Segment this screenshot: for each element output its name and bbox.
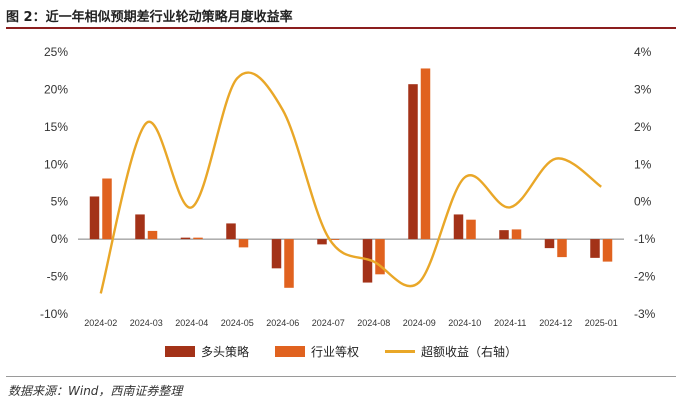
- bar-duotou: [135, 214, 145, 240]
- bar-duotou: [226, 223, 236, 240]
- bar-duotou: [590, 239, 600, 258]
- legend-item-3: 超额收益（右轴）: [385, 343, 517, 360]
- source-note: 数据来源：Wind，西南证券整理: [8, 384, 183, 398]
- y-right-tick-label: 4%: [634, 45, 652, 59]
- x-tick-label: 2024-05: [221, 318, 254, 328]
- x-tick-label: 2024-04: [175, 318, 208, 328]
- excess-return-line: [99, 71, 602, 294]
- y-right-tick-label: -1%: [634, 232, 656, 246]
- legend-swatch-1: [164, 346, 195, 357]
- y-right-tick-label: 2%: [634, 120, 652, 134]
- legend: 多头策略 行业等权 超额收益（右轴）: [0, 343, 682, 360]
- legend-swatch-3: [385, 350, 415, 353]
- x-tick-label: 2024-08: [357, 318, 390, 328]
- bar-hangye: [193, 237, 203, 240]
- y-right-tick-label: 1%: [634, 157, 652, 171]
- bar-duotou: [362, 239, 373, 283]
- bar-duotou: [89, 196, 100, 240]
- bar-duotou: [499, 230, 509, 240]
- bar-duotou: [453, 214, 464, 240]
- title-rule: [6, 27, 676, 29]
- y-left-tick-label: -10%: [40, 307, 68, 321]
- legend-item-2: 行业等权: [274, 343, 359, 360]
- chart-title: 图 2：近一年相似预期差行业轮动策略月度收益率: [6, 10, 293, 25]
- y-left-tick-label: 10%: [44, 157, 68, 171]
- x-tick-label: 2024-03: [130, 318, 163, 328]
- bar-hangye: [602, 239, 613, 262]
- y-left-tick-label: 15%: [44, 120, 68, 134]
- y-left-tick-label: 0%: [51, 232, 69, 246]
- y-right-tick-label: 3%: [634, 82, 652, 96]
- x-tick-label: 2024-12: [539, 318, 572, 328]
- bar-hangye: [329, 239, 340, 240]
- x-tick-label: 2024-07: [312, 318, 345, 328]
- bar-hangye: [102, 178, 112, 240]
- bar-duotou: [180, 237, 191, 240]
- x-tick-label: 2024-11: [494, 318, 526, 328]
- x-tick-label: 2024-09: [403, 318, 436, 328]
- y-right-tick-label: -3%: [634, 307, 656, 321]
- bar-duotou: [317, 239, 327, 245]
- bar-hangye: [511, 229, 522, 240]
- footer-rule: [6, 376, 676, 377]
- legend-item-1: 多头策略: [164, 343, 249, 360]
- bar-hangye: [466, 219, 476, 240]
- bar-hangye: [420, 68, 431, 240]
- x-tick-label: 2024-10: [448, 318, 481, 328]
- bar-hangye: [238, 239, 249, 248]
- x-tick-label: 2024-02: [84, 318, 117, 328]
- y-left-tick-label: 5%: [51, 195, 69, 209]
- legend-label-2: 行业等权: [310, 345, 359, 359]
- bar-hangye: [557, 239, 567, 258]
- x-tick-label: 2024-06: [266, 318, 299, 328]
- bar-hangye: [375, 239, 385, 275]
- legend-swatch-2: [274, 346, 305, 357]
- chart-area: -10% -5% 0% 5% 10% 15% 20% 25% -3% -2% -1% 0% 1% 2% 3%…: [40, 45, 656, 328]
- bar-duotou: [271, 239, 282, 269]
- legend-label-1: 多头策略: [200, 345, 249, 359]
- legend-label-3: 超额收益（右轴）: [421, 345, 518, 359]
- y-left-tick-label: 20%: [44, 82, 68, 96]
- y-left-tick-label: 25%: [44, 45, 68, 59]
- y-left-tick-label: -5%: [47, 270, 69, 284]
- bar-duotou: [544, 239, 555, 249]
- y-right-tick-label: -2%: [634, 270, 656, 284]
- y-right-tick-label: 0%: [634, 195, 652, 209]
- bar-duotou: [408, 84, 418, 240]
- bar-hangye: [284, 239, 294, 288]
- x-tick-label: 2025-01: [585, 318, 618, 328]
- bar-hangye: [147, 230, 158, 240]
